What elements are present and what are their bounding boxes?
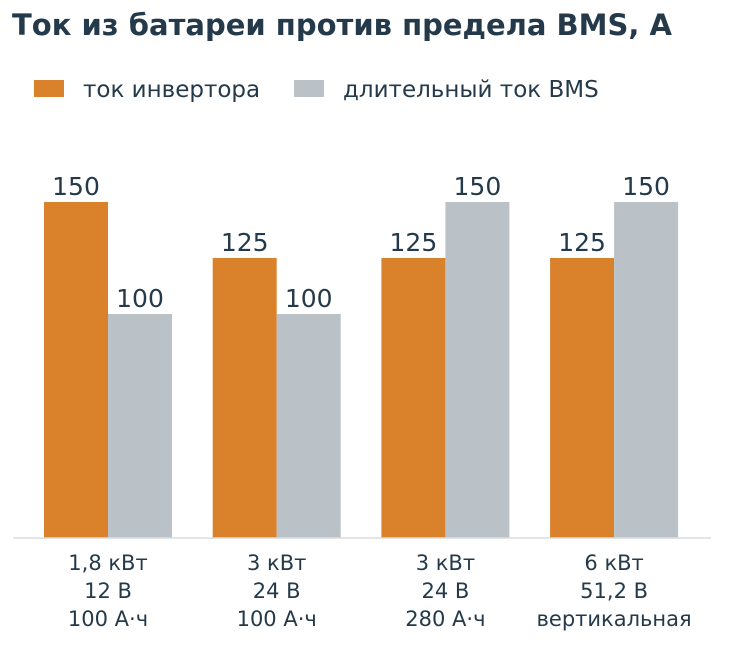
- x-tick-label-line: 24 В: [253, 579, 301, 603]
- x-tick-label-line: вертикальная: [537, 607, 692, 631]
- data-label-bms-continuous-current-1: 100: [116, 284, 164, 313]
- x-tick-label-line: 6 кВт: [584, 551, 643, 575]
- data-label-bms-continuous-current-4: 150: [622, 172, 670, 201]
- legend-label-bms-continuous-current: длительный ток BMS: [343, 77, 599, 103]
- x-tick-label-1: 1,8 кВт 12 В 100 А·ч: [68, 551, 148, 631]
- x-tick-label-line: 3 кВт: [247, 551, 306, 575]
- x-tick-label-line: 3 кВт: [416, 551, 475, 575]
- legend: ток инвертора длительный ток BMS: [34, 77, 599, 103]
- x-tick-label-line: 12 В: [84, 579, 132, 603]
- data-label-inverter-current-2: 125: [221, 228, 269, 257]
- x-tick-label-line: 24 В: [421, 579, 469, 603]
- bar-inverter-current-2: [212, 258, 277, 538]
- bar-inverter-current-4: [550, 258, 615, 538]
- x-tick-label-line: 1,8 кВт: [68, 551, 147, 575]
- x-axis-ticks: 1,8 кВт 12 В 100 А·ч 3 кВт 24 В 100 А·ч 3 кВт 2…: [68, 551, 692, 631]
- data-label-inverter-current-1: 150: [52, 172, 100, 201]
- bar-bms-continuous-current-2: [276, 314, 341, 538]
- bar-inverter-current-1: [44, 202, 108, 538]
- x-tick-label-3: 3 кВт 24 В 280 А·ч: [405, 551, 485, 631]
- x-tick-label-line: 100 А·ч: [237, 607, 317, 631]
- data-label-bms-continuous-current-3: 150: [454, 172, 502, 201]
- x-tick-label-line: 280 А·ч: [405, 607, 485, 631]
- bar-bms-continuous-current-4: [614, 202, 679, 538]
- data-label-inverter-current-3: 125: [390, 228, 438, 257]
- legend-swatch-inverter-current: [34, 80, 64, 97]
- x-tick-label-line: 51,2 В: [580, 579, 648, 603]
- x-tick-label-line: 100 А·ч: [68, 607, 148, 631]
- legend-label-inverter-current: ток инвертора: [83, 77, 260, 103]
- plot-area: 150 100 125 100 125 150 125 150: [44, 172, 679, 538]
- x-tick-label-2: 3 кВт 24 В 100 А·ч: [237, 551, 317, 631]
- chart-title: Ток из батареи против предела BMS, А: [12, 8, 673, 42]
- bar-bms-continuous-current-3: [445, 202, 510, 538]
- data-label-bms-continuous-current-2: 100: [285, 284, 333, 313]
- data-label-inverter-current-4: 125: [558, 228, 606, 257]
- legend-swatch-bms-continuous-current: [294, 80, 324, 97]
- x-tick-label-4: 6 кВт 51,2 В вертикальная: [537, 551, 692, 631]
- bar-inverter-current-3: [381, 258, 446, 538]
- bar-bms-continuous-current-1: [108, 314, 172, 538]
